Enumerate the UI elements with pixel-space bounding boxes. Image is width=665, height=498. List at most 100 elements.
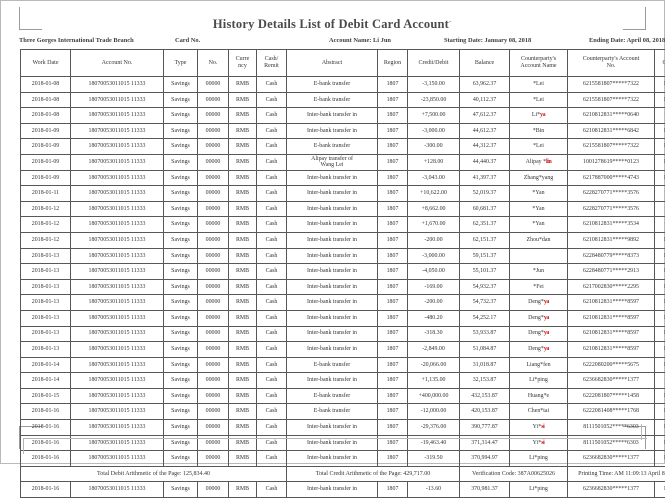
transaction-account-no: 18070053011015 11333: [71, 248, 164, 264]
transaction-currency: RMB: [229, 77, 257, 93]
transaction-amount: -480.20: [408, 310, 460, 326]
transaction-abstract: E-bank transfer: [287, 92, 378, 108]
transaction-channel: E-bank: [655, 264, 665, 280]
transaction-abstract: Inter-bank transfer in: [287, 451, 378, 467]
transaction-amount: -200.00: [408, 232, 460, 248]
transaction-balance: 432,153.87: [460, 388, 510, 404]
col-work-date: Work Date: [21, 50, 71, 77]
transaction-date: 2018-01-11: [21, 186, 71, 202]
transaction-no: 00000: [198, 92, 229, 108]
transaction-counterparty-name: *Fei: [510, 279, 568, 295]
transaction-counterparty-name: *Jun: [510, 264, 568, 280]
transaction-abstract: Inter-bank transfer in: [287, 201, 378, 217]
transaction-region: 1807: [378, 123, 408, 139]
transaction-currency: RMB: [229, 373, 257, 389]
transaction-account-no: 18070053011015 11333: [71, 92, 164, 108]
transaction-type: Savings: [164, 420, 198, 436]
transaction-abstract: Inter-bank transfer in: [287, 232, 378, 248]
summary-total-credit: Total Credit Arithmetic of the Page: 429…: [287, 466, 460, 482]
red-handwritten-annotation: ya: [544, 346, 549, 352]
transaction-cash-remit: Cash: [257, 248, 287, 264]
transaction-date: 2018-01-13: [21, 295, 71, 311]
transaction-currency: RMB: [229, 326, 257, 342]
transaction-currency: RMB: [229, 342, 257, 358]
counterparty-name-text: Deng*: [528, 330, 544, 336]
col-counterparty-name-line2: Account Name: [511, 63, 566, 70]
transaction-type: Savings: [164, 217, 198, 233]
transaction-table: Work Date Account No. Type No. Curre ncy…: [20, 49, 665, 498]
transaction-cash-remit: Cash: [257, 373, 287, 389]
col-type: Type: [164, 50, 198, 77]
transaction-date: 2018-01-12: [21, 217, 71, 233]
transaction-balance: 32,153.87: [460, 373, 510, 389]
transaction-currency: RMB: [229, 357, 257, 373]
transaction-account-no: 18070053011015 11333: [71, 326, 164, 342]
counterparty-name-text: Deng*: [528, 299, 544, 305]
transaction-date: 2018-01-14: [21, 373, 71, 389]
transaction-amount: -169.00: [408, 279, 460, 295]
red-handwritten-annotation: ya: [544, 315, 549, 321]
transaction-cash-remit: Cash: [257, 77, 287, 93]
transaction-cash-remit: Cash: [257, 279, 287, 295]
transaction-date: 2018-01-13: [21, 264, 71, 280]
document-page: History Details List of Debit Card Accou…: [0, 0, 665, 464]
transaction-amount: +1,135.00: [408, 373, 460, 389]
transaction-abstract: Inter-bank transfer in: [287, 123, 378, 139]
transaction-type: Savings: [164, 279, 198, 295]
transaction-balance: 44,440.37: [460, 154, 510, 170]
transaction-region: 1807: [378, 326, 408, 342]
transaction-amount: -12,000.00: [408, 404, 460, 420]
transaction-region: 1807: [378, 264, 408, 280]
transaction-balance: 54,932.37: [460, 279, 510, 295]
red-handwritten-annotation: ya: [544, 330, 549, 336]
transaction-date: 2018-01-09: [21, 123, 71, 139]
transaction-no: 00000: [198, 108, 229, 124]
transaction-type: Savings: [164, 154, 198, 170]
transaction-channel: E-bank: [655, 482, 665, 498]
transaction-date: 2018-01-16: [21, 420, 71, 436]
transaction-region: 1807: [378, 232, 408, 248]
counterparty-name-text: Deng*: [528, 315, 544, 321]
transaction-abstract: E-bank transfer: [287, 77, 378, 93]
transaction-account-no: 18070053011015 11333: [71, 201, 164, 217]
page-title: History Details List of Debit Card Accou…: [1, 17, 664, 32]
transaction-counterparty-name: *Yan: [510, 186, 568, 202]
transaction-currency: RMB: [229, 451, 257, 467]
transaction-cash-remit: Cash: [257, 295, 287, 311]
transaction-date: 2018-01-13: [21, 342, 71, 358]
table-header-row: Work Date Account No. Type No. Curre ncy…: [21, 50, 665, 77]
transaction-date: 2018-01-13: [21, 310, 71, 326]
transaction-balance: 44,612.37: [460, 123, 510, 139]
transaction-abstract: Inter-bank transfer in: [287, 264, 378, 280]
counterparty-name-text: Li*ping: [529, 486, 548, 492]
title-tick-mark: ⌐: [449, 20, 452, 25]
footer-stub-right: [641, 424, 642, 440]
transaction-balance: 47,612.37: [460, 108, 510, 124]
transaction-cash-remit: Cash: [257, 108, 287, 124]
transaction-type: Savings: [164, 77, 198, 93]
col-account-no: Account No.: [71, 50, 164, 77]
transaction-type: Savings: [164, 170, 198, 186]
transaction-no: 00000: [198, 248, 229, 264]
transaction-no: 00000: [198, 217, 229, 233]
transaction-region: 1807: [378, 420, 408, 436]
transaction-abstract: Inter-bank transfer in: [287, 482, 378, 498]
transaction-no: 00000: [198, 170, 229, 186]
transaction-abstract: Inter-bank transfer in: [287, 217, 378, 233]
transaction-channel: E-bank: [655, 123, 665, 139]
transaction-cash-remit: Cash: [257, 123, 287, 139]
transaction-date: 2018-01-16: [21, 404, 71, 420]
transaction-amount: -200.00: [408, 295, 460, 311]
col-region: Region: [378, 50, 408, 77]
transaction-currency: RMB: [229, 139, 257, 155]
transaction-counterparty-name: Li*ping: [510, 482, 568, 498]
transaction-counterparty-name: Chen*tai: [510, 404, 568, 420]
transaction-counterparty-name: Huang*e: [510, 388, 568, 404]
